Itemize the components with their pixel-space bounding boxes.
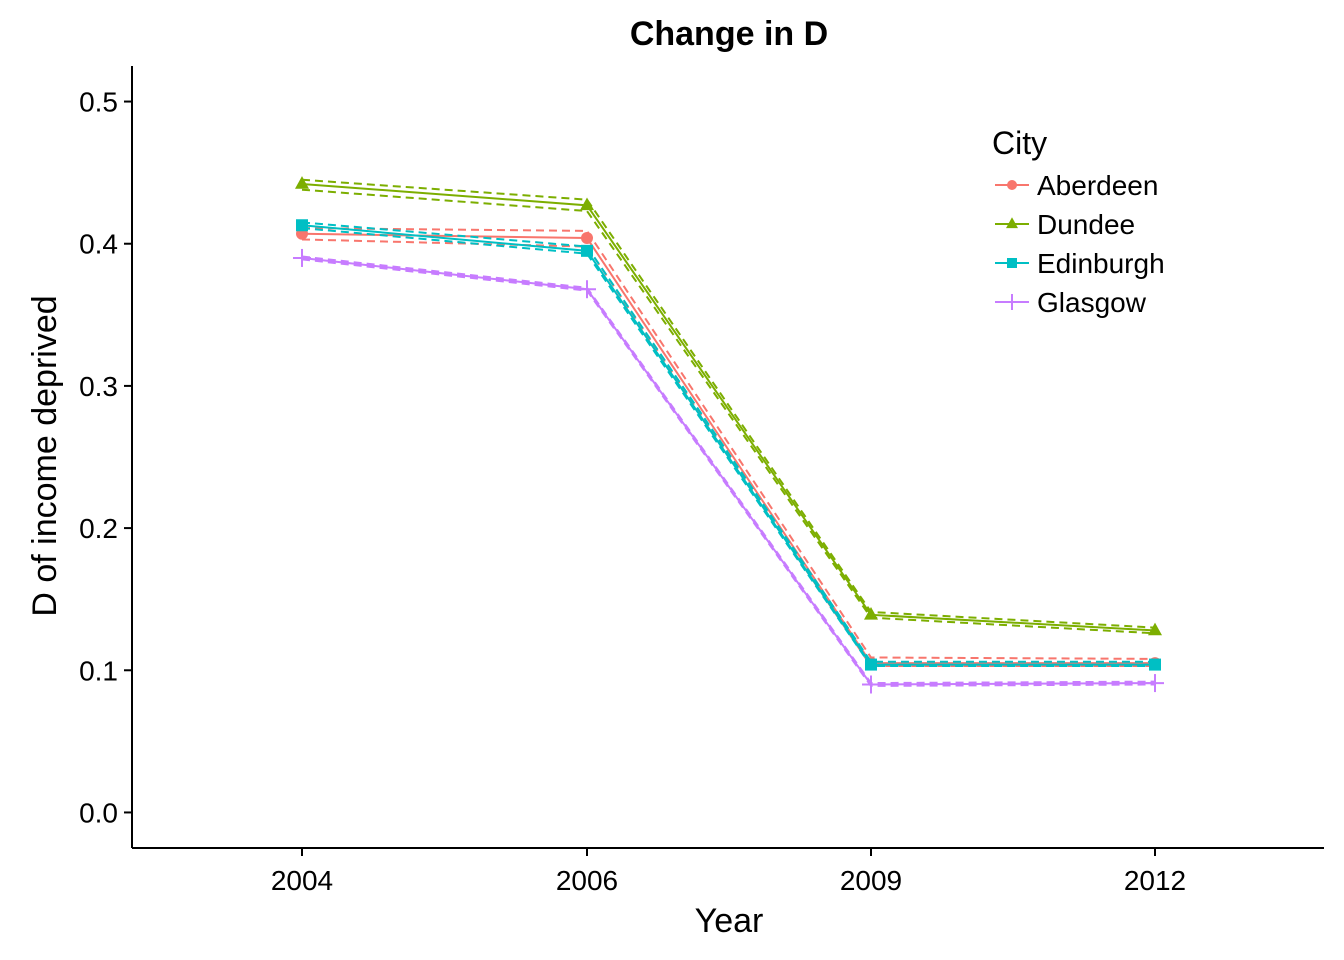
series-aberdeen-point bbox=[581, 232, 593, 245]
series-edinburgh-point bbox=[581, 244, 593, 257]
series-dundee-line bbox=[301, 183, 1156, 632]
series-edinburgh-lower-bound bbox=[301, 227, 1155, 668]
legend-label: Aberdeen bbox=[1037, 170, 1158, 201]
series-edinburgh-point bbox=[1149, 658, 1161, 671]
legend-item-aberdeen: Aberdeen bbox=[995, 170, 1158, 201]
series-glasgow-line bbox=[301, 256, 1156, 686]
series-edinburgh-point bbox=[865, 658, 877, 671]
series-glasgow-point bbox=[1146, 674, 1164, 693]
legend-title: City bbox=[992, 125, 1047, 161]
chart-title: Change in D bbox=[630, 15, 828, 53]
x-tick-label: 2004 bbox=[271, 865, 333, 896]
series-edinburgh bbox=[296, 219, 1161, 671]
series-edinburgh-point bbox=[296, 219, 308, 232]
series-glasgow-point bbox=[293, 248, 311, 267]
legend-label: Dundee bbox=[1037, 209, 1135, 240]
y-tick-label: 0.2 bbox=[79, 513, 118, 544]
legend-label: Glasgow bbox=[1037, 287, 1147, 318]
legend-key-marker bbox=[1006, 217, 1018, 229]
series-edinburgh-line bbox=[301, 224, 1155, 666]
x-axis-title: Year bbox=[695, 902, 764, 940]
y-axis-title: D of income deprived bbox=[26, 295, 64, 616]
series-layer bbox=[293, 176, 1164, 694]
y-tick-label: 0.5 bbox=[79, 87, 118, 118]
legend-item-dundee: Dundee bbox=[995, 209, 1135, 240]
series-dundee-point bbox=[864, 606, 878, 620]
x-tick-label: 2009 bbox=[840, 865, 902, 896]
legend-key-marker bbox=[1007, 258, 1017, 268]
series-edinburgh-upper-bound bbox=[301, 221, 1155, 663]
legend: City Aberdeen Dundee Edinburgh Glasgow bbox=[992, 125, 1165, 318]
series-aberdeen-line bbox=[301, 232, 1155, 665]
series-glasgow-lower-bound bbox=[301, 258, 1156, 687]
series-dundee-lower-bound bbox=[301, 188, 1156, 635]
series-dundee-point bbox=[295, 176, 309, 189]
x-tick-label: 2012 bbox=[1124, 865, 1186, 896]
series-aberdeen-upper-bound bbox=[301, 227, 1156, 660]
series-dundee-upper-bound bbox=[301, 178, 1156, 629]
series-aberdeen bbox=[296, 227, 1161, 670]
y-tick-label: 0.0 bbox=[79, 797, 118, 828]
series-glasgow-upper-bound bbox=[301, 255, 1156, 685]
legend-item-edinburgh: Edinburgh bbox=[995, 248, 1165, 279]
series-glasgow-point bbox=[578, 280, 596, 299]
legend-key-marker bbox=[1007, 180, 1017, 190]
series-glasgow bbox=[293, 248, 1164, 694]
y-tick-label: 0.4 bbox=[79, 229, 118, 260]
y-tick-label: 0.1 bbox=[79, 655, 118, 686]
series-dundee bbox=[295, 176, 1162, 636]
legend-key-marker bbox=[1004, 294, 1020, 310]
series-dundee-point bbox=[580, 197, 594, 211]
y-tick-label: 0.3 bbox=[79, 371, 118, 402]
series-dundee-point bbox=[1148, 622, 1162, 636]
x-tick-label: 2006 bbox=[556, 865, 618, 896]
legend-label: Edinburgh bbox=[1037, 248, 1165, 279]
series-glasgow-point bbox=[862, 675, 880, 694]
legend-item-glasgow: Glasgow bbox=[995, 287, 1147, 318]
axes: 0.0 0.1 0.2 0.3 0.4 0.5 2004 2006 2009 2012 bbox=[79, 66, 1324, 896]
